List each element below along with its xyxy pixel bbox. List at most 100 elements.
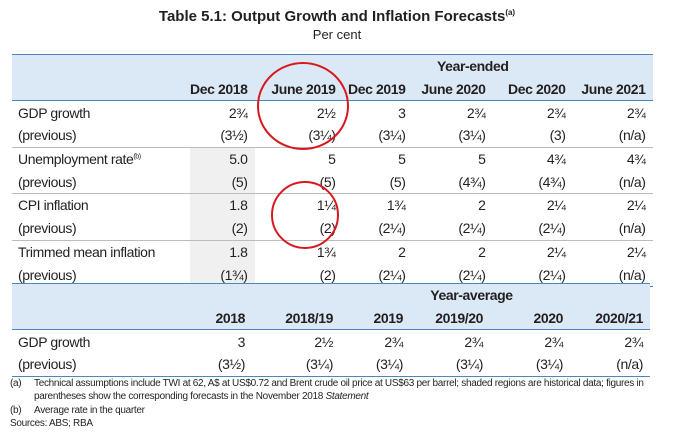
cell-value: 2¾ [544,333,563,350]
column-header: June 2020 [421,81,486,98]
table-subtitle: Per cent [312,27,362,42]
cell-value: 2 [412,193,493,217]
sources: Sources: ABS; RBA [10,418,93,429]
year-average-table: Year-average 2018 2018/19 2019 2019/20 2020 2… [12,283,650,377]
year-ended-table: Year-ended Dec 2018 June 2019 Dec 2019 June… [12,54,653,287]
group-header-year-ended: Year-ended [437,58,509,75]
cell-value: 2½ [316,104,336,121]
footnote-b-text: Average rate in the quarter [34,405,145,416]
row-label: CPI inflation [12,193,190,217]
cell-previous: (3¼) [535,356,564,373]
column-header: Dec 2020 [508,81,566,98]
cell-value: 5 [342,146,413,171]
cell-previous: (4¾) [538,173,566,190]
cell-value: 2¾ [464,333,483,350]
cell-value: 1.8 [190,193,255,217]
previous-row: (previous) (1¾) (2) (2¼) (2¼) (2¼) (n/a) [12,263,653,287]
cell-previous: (2) [319,220,336,237]
footnote-a-text: Technical assumptions include TWI at 62,… [34,378,644,403]
table-row: Trimmed mean inflation 1.8 1¾ 2 2 2¼ 2¼ [12,239,653,264]
row-label: (previous) [18,220,77,237]
cell-previous: (3½) [220,127,248,144]
previous-row: (previous) (5) (5) (5) (4¾) (4¾) (n/a) [12,170,653,194]
cell-previous: (3¼) [308,127,336,144]
cell-value: 1¾ [342,193,413,217]
row-label: (previous) [18,266,77,283]
row-label-text: CPI inflation [18,197,89,214]
cell-value: 2 [412,239,493,264]
cell-previous: (3¼) [455,356,484,373]
row-label: Trimmed mean inflation [12,239,190,264]
cell-previous: (2) [190,216,255,240]
cell-previous: (2¼) [378,266,406,283]
cell-previous: (2¼) [378,220,406,237]
cell-value: 5 [254,146,343,171]
cell-value: 2½ [314,333,333,350]
footnote-a: (a) Technical assumptions include TWI at … [10,377,654,404]
column-header: 2020 [533,310,563,327]
cell-previous: (n/a) [618,127,646,144]
previous-row: (previous) (3½) (3¼) (3¼) (3¼) (3) (n/a) [12,124,653,147]
cell-value: 3 [398,104,406,121]
row-label-text: GDP growth [18,333,90,350]
row-label-text: Unemployment rate [18,151,134,168]
cell-value: 2¼ [492,193,573,217]
annotation-circle-june-2019-cpi [271,181,339,249]
cell-value: 2¾ [384,333,403,350]
cell-value: 4¾ [492,146,573,171]
column-header: 2018 [215,310,245,327]
cell-previous: (3¼) [378,127,406,144]
row-label: (previous) [18,173,77,190]
column-header: 2020/21 [595,310,643,327]
annotation-circle-june-2019-gdp [257,62,349,150]
cell-previous: (n/a) [618,173,646,190]
cell-value: 2¼ [572,239,653,264]
cell-previous: (2¼) [458,266,486,283]
cell-value: 2¾ [624,333,643,350]
cell-value: 1.8 [190,239,255,264]
table-row: GDP growth 2¾ 2½ 3 2¾ 2¾ 2¾ [12,101,653,124]
row-label: GDP growth [12,101,190,124]
footnote-b: (b) Average rate in the quarter [10,404,145,417]
cell-value: 5.0 [190,146,255,171]
cell-previous: (2¼) [458,220,486,237]
row-label-text: Trimmed mean inflation [18,243,155,260]
cell-value: 2¾ [626,104,646,121]
cell-value: 1¾ [254,239,343,264]
column-header: 2019 [373,310,403,327]
row-label: (previous) [18,127,77,144]
cell-value: 2¼ [492,239,573,264]
column-header: June 2021 [581,81,646,98]
group-header-year-average: Year-average [430,287,513,304]
row-label: Unemployment rate(b) [12,146,190,171]
cell-previous: (3¼) [375,356,404,373]
table-row: CPI inflation 1.8 1¼ 1¾ 2 2¼ 2¼ [12,193,653,217]
cell-previous: (3¼) [458,127,486,144]
column-header: Dec 2018 [190,81,248,98]
row-label: (previous) [18,356,77,373]
cell-value: 2 [342,239,413,264]
cell-previous: (2¼) [538,266,566,283]
footnote-b-mark: (b) [10,405,22,416]
cell-previous: (3) [549,127,566,144]
cell-previous: (5) [190,170,255,194]
table-row: Unemployment rate(b) 5.0 5 5 5 4¾ 4¾ [12,146,653,171]
title-text: Table 5.1: Output Growth and Inflation F… [158,8,506,25]
row-label-text: GDP growth [18,104,90,121]
cell-value: 2¾ [228,104,248,121]
cell-previous: (n/a) [618,220,646,237]
title-note: (a) [505,8,516,17]
cell-value: 2¾ [546,104,566,121]
cell-previous: (n/a) [618,266,646,283]
previous-row: (previous) (3½) (3¼) (3¼) (3¼) (3¼) (n/a) [12,353,650,377]
cell-value: 2¼ [572,193,653,217]
cell-previous: (1¾) [190,263,255,287]
cell-previous: (2) [319,266,336,283]
footnote-a-mark: (a) [10,378,22,389]
table-title: Table 5.1: Output Growth and Inflation F… [0,8,674,25]
column-header: June 2019 [271,81,336,98]
row-note: (b) [133,153,141,161]
column-header: 2019/20 [435,310,483,327]
previous-row: (previous) (2) (2) (2¼) (2¼) (2¼) (n/a) [12,216,653,240]
